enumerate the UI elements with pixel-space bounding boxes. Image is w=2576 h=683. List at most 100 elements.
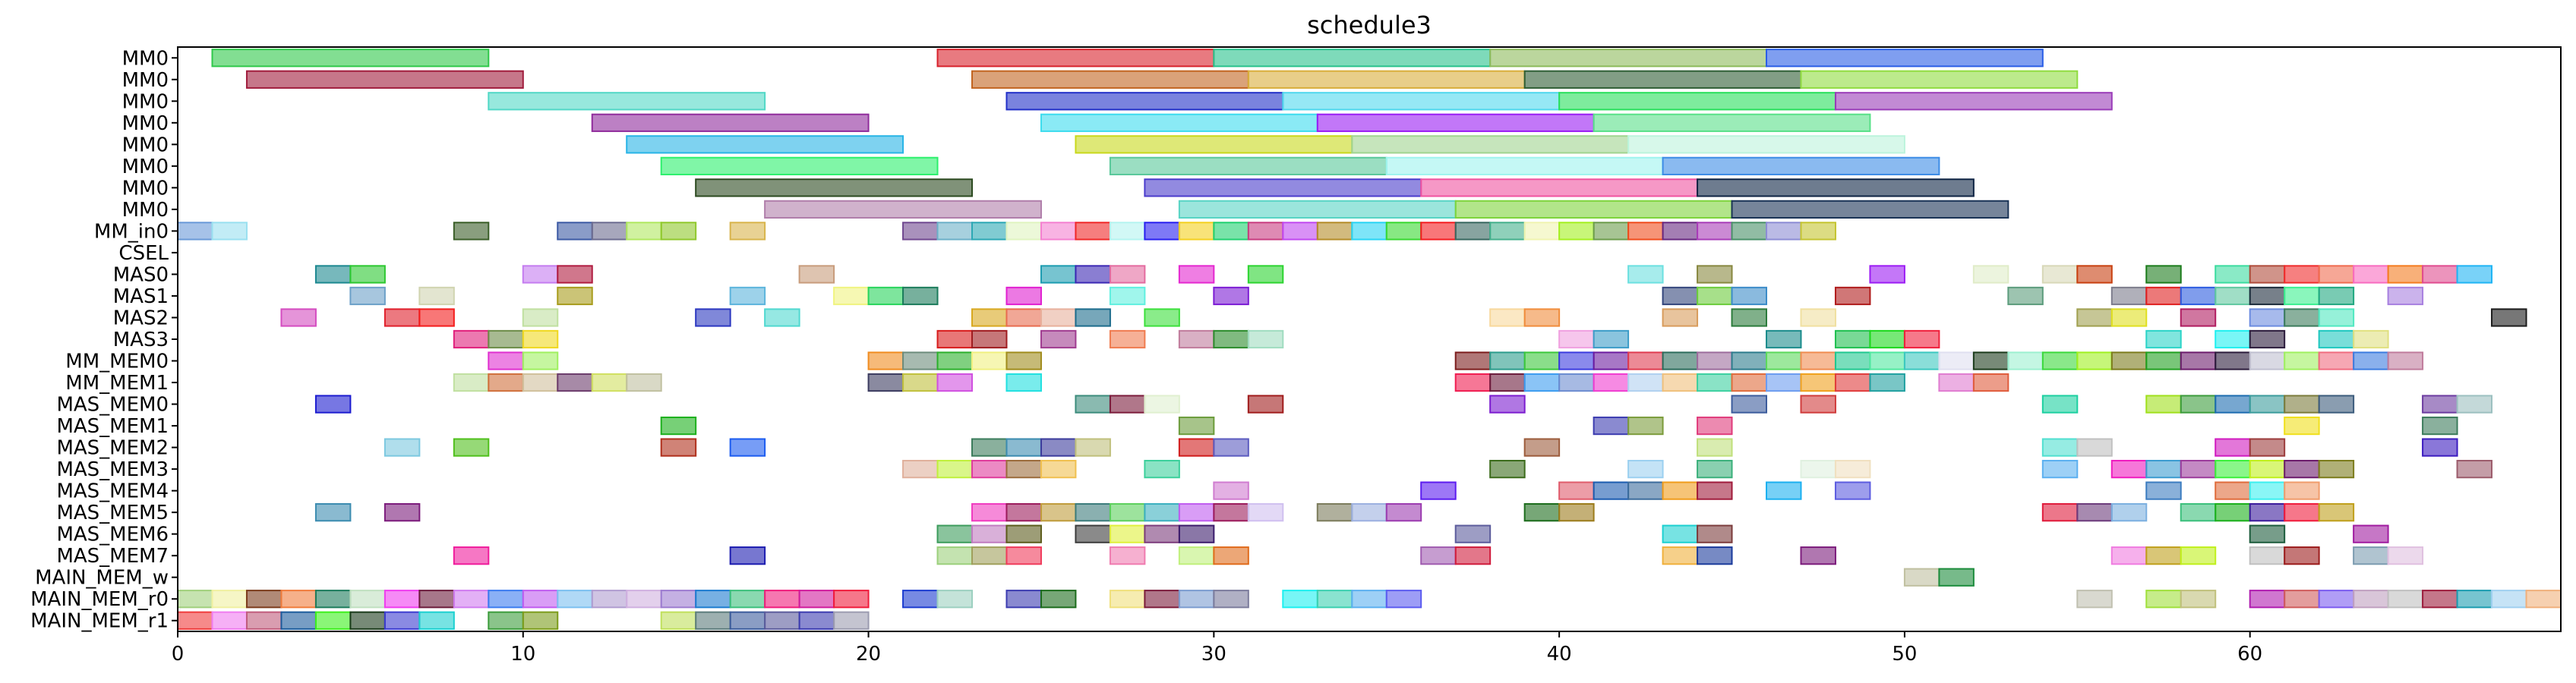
task-bar bbox=[2284, 286, 2320, 306]
x-tick-label: 40 bbox=[1547, 643, 1572, 666]
task-bar bbox=[936, 524, 973, 543]
task-bar bbox=[1420, 481, 1457, 500]
task-bar bbox=[1697, 438, 1733, 457]
task-bar bbox=[1697, 481, 1733, 500]
task-bar bbox=[1213, 222, 1249, 241]
task-bar bbox=[2180, 459, 2217, 479]
task-bar bbox=[1800, 459, 1836, 479]
task-bar bbox=[2215, 265, 2251, 284]
task-bar bbox=[1005, 438, 1042, 457]
y-tick-label: MM_MEM0 bbox=[65, 351, 169, 373]
task-bar bbox=[1972, 351, 2009, 370]
task-bar bbox=[1903, 568, 1940, 587]
task-bar bbox=[1040, 329, 1077, 349]
task-bar bbox=[1593, 329, 1630, 349]
task-bar bbox=[2110, 503, 2148, 522]
task-bar bbox=[1075, 438, 1111, 457]
task-bar bbox=[2318, 395, 2355, 414]
task-bar bbox=[2076, 590, 2113, 609]
task-bar bbox=[1766, 373, 1802, 392]
task-bar bbox=[2041, 438, 2079, 457]
task-bar bbox=[1489, 351, 1526, 370]
task-bar bbox=[1109, 286, 1146, 306]
task-bar bbox=[488, 611, 524, 630]
task-bar bbox=[2318, 503, 2355, 522]
task-bar bbox=[2249, 481, 2286, 500]
task-bar bbox=[522, 611, 559, 630]
task-bar bbox=[1213, 329, 1249, 349]
task-bar bbox=[798, 265, 835, 284]
task-bar bbox=[2284, 503, 2320, 522]
task-bar bbox=[177, 611, 213, 630]
task-bar bbox=[1109, 524, 1146, 543]
task-bar bbox=[1075, 395, 1111, 414]
task-bar bbox=[1454, 222, 1492, 241]
task-bar bbox=[2249, 308, 2286, 327]
task-bar bbox=[660, 590, 697, 609]
task-bar bbox=[2180, 503, 2217, 522]
task-bar bbox=[280, 308, 317, 327]
task-bar bbox=[2180, 286, 2217, 306]
task-bar bbox=[557, 373, 593, 392]
task-bar bbox=[1005, 459, 1042, 479]
task-bar bbox=[1247, 329, 1284, 349]
task-bar bbox=[1040, 438, 1077, 457]
task-bar bbox=[314, 590, 352, 609]
task-bar bbox=[418, 286, 455, 306]
task-bar bbox=[1420, 178, 1699, 197]
task-bar bbox=[1385, 590, 1422, 609]
task-bar bbox=[1489, 222, 1526, 241]
task-bar bbox=[2456, 265, 2493, 284]
task-bar bbox=[1178, 503, 1215, 522]
task-bar bbox=[2284, 481, 2320, 500]
task-bar bbox=[2145, 481, 2182, 500]
task-bar bbox=[1869, 329, 1905, 349]
task-bar bbox=[1040, 222, 1077, 241]
task-bar bbox=[280, 590, 317, 609]
task-bar bbox=[2145, 546, 2182, 565]
task-bar bbox=[2215, 329, 2251, 349]
task-bar bbox=[2318, 351, 2355, 370]
task-bar bbox=[1247, 70, 1526, 89]
task-bar bbox=[1697, 351, 1733, 370]
task-bar bbox=[2284, 416, 2320, 436]
task-bar bbox=[2422, 265, 2458, 284]
task-bar bbox=[1697, 459, 1733, 479]
task-bar bbox=[1558, 373, 1595, 392]
task-bar bbox=[557, 286, 593, 306]
task-bar bbox=[1005, 373, 1042, 392]
task-bar bbox=[211, 611, 248, 630]
task-bar bbox=[2180, 546, 2217, 565]
task-bar bbox=[2422, 416, 2458, 436]
task-bar bbox=[2422, 438, 2458, 457]
task-bar bbox=[1109, 546, 1146, 565]
task-bar bbox=[1523, 373, 1561, 392]
task-bar bbox=[1834, 373, 1871, 392]
task-bar bbox=[1697, 524, 1733, 543]
task-bar bbox=[2041, 459, 2079, 479]
task-bar bbox=[2110, 351, 2148, 370]
task-bar bbox=[1903, 329, 1940, 349]
task-bar bbox=[971, 438, 1008, 457]
x-tick-label: 30 bbox=[1201, 643, 1226, 666]
task-bar bbox=[1489, 373, 1526, 392]
task-bar bbox=[626, 590, 662, 609]
task-bar bbox=[1834, 481, 1871, 500]
task-bar bbox=[1800, 546, 1836, 565]
task-bar bbox=[2145, 286, 2182, 306]
task-bar bbox=[2180, 395, 2217, 414]
task-bar bbox=[764, 590, 800, 609]
task-bar bbox=[1523, 222, 1561, 241]
task-bar bbox=[2145, 329, 2182, 349]
task-bar bbox=[1178, 200, 1457, 219]
y-tick-label: MM0 bbox=[122, 134, 169, 156]
task-bar bbox=[2422, 395, 2458, 414]
y-tick-label: MAS_MEM6 bbox=[56, 524, 169, 546]
task-bar bbox=[1454, 200, 1733, 219]
task-bar bbox=[1800, 351, 1836, 370]
y-tick-label: MM0 bbox=[122, 177, 169, 200]
task-bar bbox=[2249, 524, 2286, 543]
task-bar bbox=[833, 611, 870, 630]
task-bar bbox=[1523, 351, 1561, 370]
task-bar bbox=[936, 329, 973, 349]
